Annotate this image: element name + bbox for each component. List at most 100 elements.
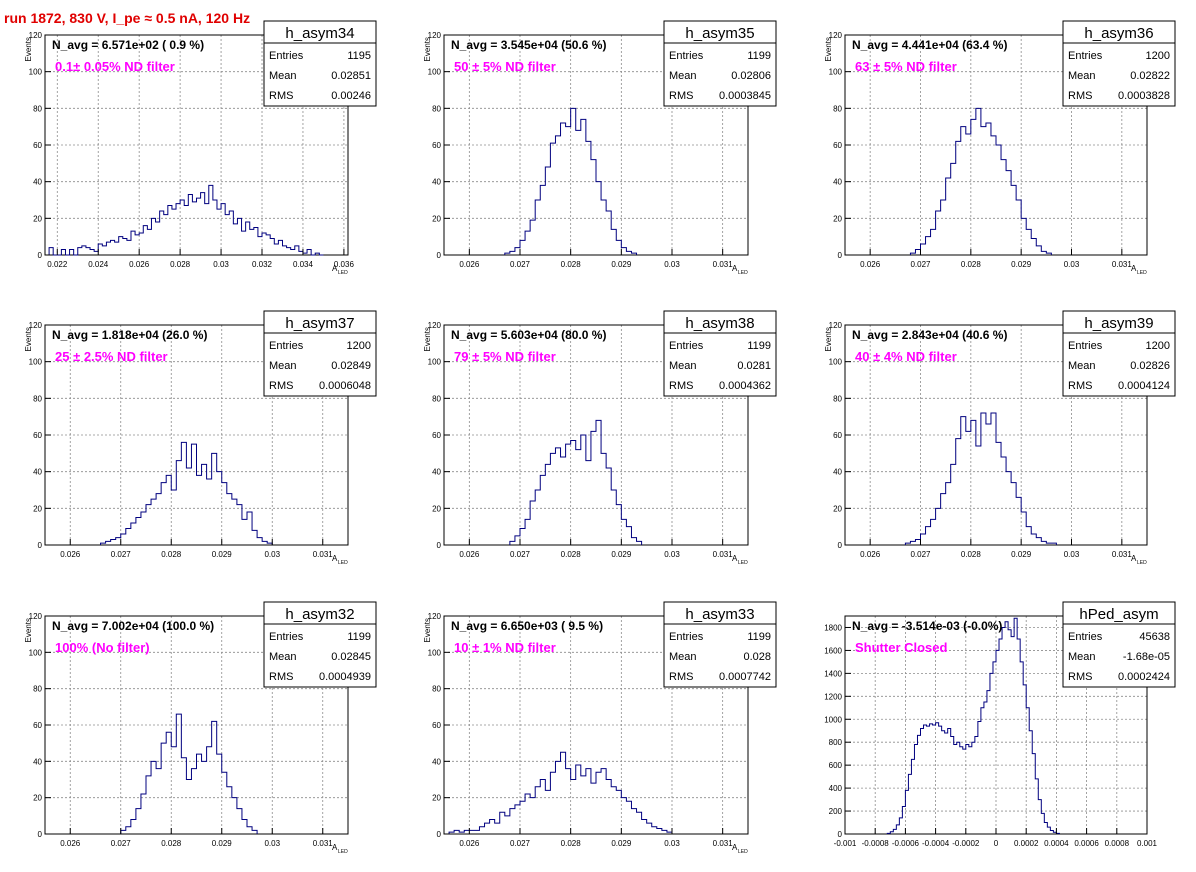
- stats-box: [663, 601, 777, 688]
- filter-label: 50 ± 5% ND filter: [454, 59, 556, 74]
- filter-label: 40 ± 4% ND filter: [855, 349, 957, 364]
- x-tick-label: 0.034: [293, 260, 314, 269]
- navg-label: N_avg = 3.545e+04 (50.6 %): [451, 38, 606, 52]
- y-tick-label: 60: [833, 431, 842, 440]
- histogram-line: [45, 184, 324, 256]
- x-tick-label: 0.026: [60, 839, 81, 848]
- y-tick-label: 80: [432, 685, 441, 694]
- x-tick-label: 0.031: [713, 260, 734, 269]
- histogram-line: [120, 713, 258, 834]
- x-tick-label: 0.028: [561, 260, 582, 269]
- y-tick-label: 60: [432, 721, 441, 730]
- stats-value: 0.0006048: [319, 380, 371, 392]
- y-tick-label: 40: [33, 178, 42, 187]
- stats-title: h_asym33: [685, 606, 754, 623]
- y-tick-label: 60: [432, 141, 441, 150]
- y-tick-label: 1800: [824, 623, 842, 632]
- y-tick-label: 40: [432, 468, 441, 477]
- y-tick-label: 40: [833, 178, 842, 187]
- x-tick-label: 0.03: [664, 260, 680, 269]
- histogram-pad-h_asym35: 0.026 0.027 0.028 0.029 0.03 0.031 0 20 40 60 80 10…: [423, 20, 777, 276]
- navg-label: N_avg = 6.650e+03 ( 9.5 %): [451, 619, 603, 633]
- y-tick-label: 0: [437, 541, 442, 550]
- stats-value: 0.0281: [737, 360, 771, 372]
- stats-box: [263, 20, 377, 107]
- y-tick-label: 0: [38, 251, 43, 260]
- stats-label: Entries: [669, 631, 704, 643]
- y-tick-label: 1600: [824, 646, 842, 655]
- stats-label: Entries: [1068, 631, 1103, 643]
- y-axis-label: Events: [423, 618, 432, 642]
- y-tick-label: 100: [428, 68, 442, 77]
- filter-label: 63 ± 5% ND filter: [855, 59, 957, 74]
- y-tick-label: 80: [432, 394, 441, 403]
- stats-label: Mean: [669, 651, 697, 663]
- navg-label: N_avg = 7.002e+04 (100.0 %): [52, 619, 214, 633]
- x-axis-label: A: [1131, 554, 1137, 563]
- x-tick-label: 0.031: [713, 839, 734, 848]
- x-tick-label: 0.029: [611, 260, 632, 269]
- y-tick-label: 600: [829, 761, 843, 770]
- y-tick-label: 120: [829, 321, 843, 330]
- stats-value: 1195: [347, 50, 371, 62]
- x-tick-label: 0.026: [459, 839, 480, 848]
- stats-value: 0.02806: [731, 70, 771, 82]
- stats-value: 0.02849: [331, 360, 371, 372]
- x-tick-label: 0.03: [664, 550, 680, 559]
- stats-label: Entries: [269, 340, 304, 352]
- x-tick-label: 0.0004: [1044, 839, 1069, 848]
- histogram-line: [448, 751, 673, 834]
- stats-title: h_asym36: [1084, 25, 1153, 42]
- y-tick-label: 100: [428, 648, 442, 657]
- histogram-pad-hPed_asym: -0.001 -0.0008 -0.0006 -0.0004 -0.0002 0 0.000…: [824, 601, 1176, 848]
- y-axis-label: Events: [824, 327, 833, 351]
- x-tick-label: -0.0006: [892, 839, 920, 848]
- x-axis-label-subscript: LED: [338, 560, 348, 566]
- stats-label: Mean: [269, 70, 297, 82]
- y-tick-label: 800: [829, 738, 843, 747]
- x-axis-label-subscript: LED: [338, 849, 348, 855]
- stats-label: RMS: [269, 380, 293, 392]
- stats-value: 1199: [347, 631, 371, 643]
- x-tick-label: 0.026: [129, 260, 150, 269]
- y-tick-label: 20: [432, 214, 441, 223]
- y-tick-label: 20: [833, 504, 842, 513]
- histogram-pad-h_asym33: 0.026 0.027 0.028 0.029 0.03 0.031 0 20 40 60 80 10…: [423, 601, 777, 855]
- y-tick-label: 60: [33, 431, 42, 440]
- y-tick-label: 60: [833, 141, 842, 150]
- stats-box: [263, 310, 377, 397]
- stats-label: RMS: [1068, 671, 1092, 683]
- x-tick-label: 0.029: [611, 839, 632, 848]
- x-tick-label: 0.036: [334, 260, 355, 269]
- x-axis-label: A: [732, 264, 738, 273]
- navg-label: N_avg = 1.818e+04 (26.0 %): [52, 328, 207, 342]
- x-tick-label: 0.029: [1011, 550, 1032, 559]
- x-tick-label: -0.0002: [952, 839, 980, 848]
- x-tick-label: 0.03: [1064, 550, 1080, 559]
- x-tick-label: 0.03: [664, 839, 680, 848]
- y-tick-label: 100: [29, 648, 43, 657]
- stats-label: Entries: [1068, 50, 1103, 62]
- navg-label: N_avg = 5.603e+04 (80.0 %): [451, 328, 606, 342]
- y-tick-label: 0: [437, 830, 442, 839]
- y-axis-label: Events: [24, 618, 33, 642]
- x-axis-label: A: [1131, 264, 1137, 273]
- x-axis-label: A: [332, 843, 338, 852]
- histogram-line: [100, 441, 273, 545]
- x-tick-label: 0.0008: [1105, 839, 1130, 848]
- x-tick-label: 0.029: [212, 550, 233, 559]
- stats-value: 1199: [747, 631, 771, 643]
- y-tick-label: 400: [829, 784, 843, 793]
- navg-label: N_avg = -3.514e-03 (-0.0%): [852, 619, 1002, 633]
- stats-value: 0.0004939: [319, 671, 371, 683]
- histogram-pad-h_asym36: 0.026 0.027 0.028 0.029 0.03 0.031 0 20 40 60 80 10…: [824, 20, 1176, 276]
- navg-label: N_avg = 6.571e+02 ( 0.9 %): [52, 38, 204, 52]
- y-tick-label: 1400: [824, 669, 842, 678]
- x-tick-label: 0.029: [212, 839, 233, 848]
- stats-label: RMS: [1068, 380, 1092, 392]
- y-axis-label: Events: [24, 37, 33, 61]
- histogram-line: [504, 107, 638, 255]
- stats-title: h_asym35: [685, 25, 754, 42]
- y-tick-label: 120: [428, 31, 442, 40]
- y-tick-label: 200: [829, 807, 843, 816]
